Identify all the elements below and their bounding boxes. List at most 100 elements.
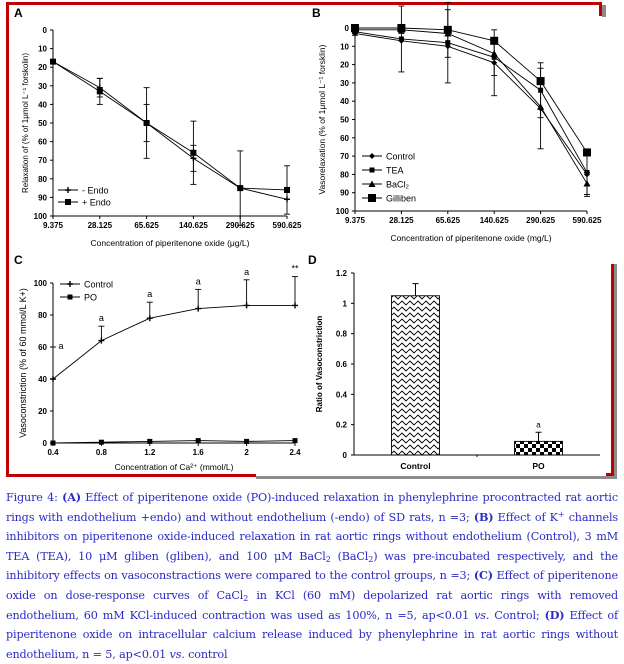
data-point	[96, 88, 103, 95]
x-tick-label: Control	[400, 461, 430, 471]
bar-control	[391, 295, 440, 456]
legend-marker	[65, 187, 71, 193]
series-line-1	[354, 31, 588, 173]
caption-sub: 2	[243, 593, 249, 603]
caption-vs: vs.	[169, 647, 185, 661]
y-tick-label: 0	[343, 451, 348, 460]
y-tick-label: 40	[38, 100, 47, 109]
frame-bottom-left-border	[6, 474, 256, 477]
x-tick-label: 1.2	[144, 448, 156, 457]
data-point	[243, 302, 250, 309]
x-tick-label: 590.625	[573, 216, 602, 225]
x-tick-label: 2	[244, 448, 249, 457]
y-axis-title: Relaxation of (% of 1μmol L⁻¹ forskolin)	[21, 53, 30, 193]
legend-label: TEA	[386, 166, 404, 176]
legend-label: Control	[386, 152, 415, 162]
legend-marker	[369, 167, 375, 173]
x-tick-label: 2.4	[289, 448, 301, 457]
y-axis-title: Vasorelaxation (% of 1μmol L⁻¹ forsklin)	[317, 44, 327, 194]
legend-label: + Endo	[82, 198, 111, 208]
data-point	[50, 58, 56, 65]
data-point	[490, 36, 499, 45]
x-tick-label: 290.625	[526, 216, 555, 225]
y-tick-label: 0	[345, 24, 350, 33]
y-axis-title: Vasoconstriction (% of 60 mmol/L K+)	[18, 288, 28, 438]
legend-marker	[368, 194, 376, 202]
y-tick-label: 60	[38, 343, 47, 352]
y-tick-label: 70	[38, 156, 47, 165]
caption-figure-number: Figure 4:	[6, 491, 63, 504]
significance-mark: **	[291, 264, 299, 274]
y-tick-label: 100	[34, 212, 48, 221]
figure-frame	[6, 2, 617, 480]
y-tick-label: 80	[38, 175, 47, 184]
y-tick-label: 0.6	[336, 360, 348, 369]
data-point	[98, 439, 104, 445]
caption-text-c3: Control;	[489, 608, 545, 622]
caption-text-a: Effect of piperitenone oxide (PO)-induce…	[6, 491, 618, 524]
caption-text-c: Effect of piperitenone oxide on dose-res…	[6, 569, 618, 602]
y-tick-label: 20	[340, 61, 349, 70]
x-tick-label: 140.625	[480, 216, 509, 225]
x-tick-label: 590.625	[273, 221, 302, 230]
data-point	[491, 54, 497, 60]
significance-mark: a	[147, 289, 152, 299]
y-tick-label: 10	[340, 42, 349, 51]
y-tick-label: 20	[38, 63, 47, 72]
panel-label: A	[14, 6, 23, 20]
series-line-1	[52, 61, 288, 191]
caption-significance: ap<0.01	[421, 608, 475, 622]
y-tick-label: 30	[340, 79, 349, 88]
caption-text-b: Effect of K	[493, 510, 558, 524]
data-point	[284, 186, 290, 193]
legend-label: PO	[84, 293, 97, 303]
y-tick-label: 10	[38, 45, 47, 54]
series-line-2	[355, 29, 588, 184]
frame-bottom-right-border	[606, 473, 614, 476]
data-point	[583, 148, 591, 157]
y-tick-label: 1.2	[336, 269, 348, 278]
data-point	[147, 438, 153, 444]
y-tick-label: 80	[38, 311, 47, 320]
data-point	[98, 337, 105, 344]
frame-right-border-bottom	[611, 264, 614, 474]
x-axis-title: Concentration of Ca²⁺ (mmol/L)	[115, 462, 234, 472]
x-tick-label: 65.625	[436, 216, 461, 225]
panel-c: C 0 20 40 60 80 100 0.4 0.8 1.2 1.6 2 2.4 Concentrati…	[14, 253, 301, 472]
y-tick-label: 0.4	[336, 390, 348, 399]
y-tick-label: 100	[336, 207, 350, 216]
legend-marker	[65, 199, 71, 205]
x-axis-title: Concentration of piperitenone oxide (mg/…	[390, 233, 551, 243]
legend-marker	[67, 281, 73, 287]
data-point	[583, 180, 591, 187]
data-point	[50, 440, 56, 446]
data-point	[537, 103, 545, 110]
caption-text-c2: in KCl (60 mM) depolarized rat aortic ri…	[6, 588, 618, 622]
legend-label: Control	[84, 280, 113, 290]
data-point	[292, 302, 298, 309]
y-tick-label: 20	[38, 407, 47, 416]
y-tick-label: 0	[43, 439, 48, 448]
caption-text-b3: (BaCl	[330, 549, 369, 563]
y-tick-label: 30	[38, 82, 47, 91]
significance-mark: a	[244, 267, 249, 277]
y-tick-label: 1	[343, 299, 348, 308]
y-tick-label: 0.8	[336, 330, 348, 339]
x-tick-label: 28.125	[389, 216, 414, 225]
data-point	[190, 149, 197, 156]
y-tick-label: 60	[340, 134, 349, 143]
y-tick-label: 70	[340, 152, 349, 161]
caption-tag-d: (D)	[544, 607, 565, 622]
caption-vs: vs.	[474, 608, 490, 622]
data-point	[237, 185, 244, 192]
bar-po	[514, 440, 563, 456]
x-tick-label: 9.375	[43, 221, 64, 230]
caption-sub: 2	[368, 554, 374, 564]
panel-label: C	[14, 253, 23, 267]
data-point	[292, 438, 298, 444]
data-point	[536, 77, 545, 86]
data-point	[244, 438, 250, 444]
legend-marker	[368, 180, 376, 187]
